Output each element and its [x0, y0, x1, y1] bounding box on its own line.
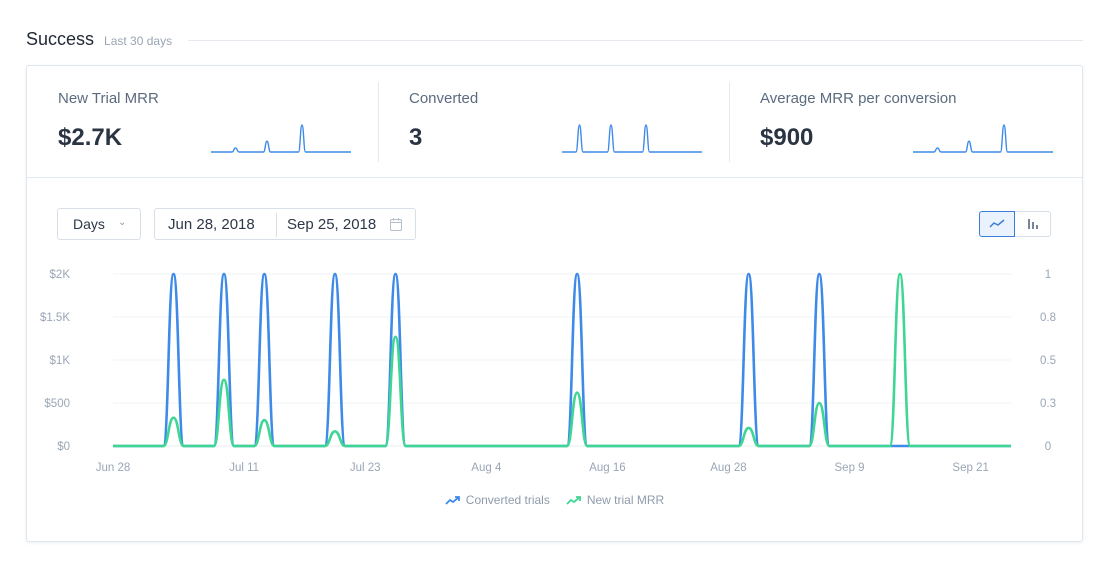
y-tick-left: $1K [50, 355, 71, 367]
point-converted-trials[interactable] [261, 271, 267, 277]
x-tick: Aug 4 [471, 462, 502, 474]
point-new-trial-mrr[interactable] [574, 390, 580, 396]
point-converted-trials[interactable] [574, 271, 580, 277]
chart-series [112, 271, 1011, 448]
x-axis: Jun 28 Jul 11 Jul 23 Aug 4 Aug 16 Aug 28 Sep 9… [96, 462, 989, 474]
section-subtitle: Last 30 days [104, 33, 173, 48]
y-tick-left: $0 [57, 441, 70, 453]
sparkline-path [211, 124, 351, 153]
success-card: New Trial MRR $2.7K Converted 3 Average … [26, 65, 1083, 542]
y-tick-left: $500 [44, 398, 70, 410]
granularity-value: Days [73, 216, 105, 232]
kpi-value: $2.7K [58, 124, 123, 151]
legend-label: Converted trials [465, 493, 550, 507]
kpi-divider [378, 82, 379, 162]
y-axis-left: $0 $500 $1K $1.5K $2K [40, 269, 70, 453]
y-axis-right: 0 0.3 0.5 0.8 1 [1040, 269, 1056, 453]
x-tick: Jul 11 [229, 462, 259, 474]
date-range-picker[interactable]: Jun 28, 2018 Sep 25, 2018 [154, 208, 416, 240]
point-converted-trials[interactable] [393, 271, 399, 277]
point-new-trial-mrr[interactable] [171, 415, 177, 421]
legend-label: New trial MRR [586, 493, 665, 507]
trend-up-icon [566, 496, 581, 505]
kpi-value: $900 [760, 124, 814, 151]
chevron-down-icon: ⌄ [118, 217, 127, 228]
y-tick-right: 1 [1045, 269, 1051, 281]
date-separator [276, 213, 277, 237]
line-chart-icon [989, 219, 1005, 228]
series-new-trial-mrr [112, 272, 1011, 448]
section-header: Success Last 30 days [26, 26, 1083, 52]
point-new-trial-mrr[interactable] [897, 271, 903, 277]
point-new-trial-mrr[interactable] [261, 417, 267, 423]
point-converted-trials[interactable] [816, 271, 822, 277]
sparkline-path [562, 124, 702, 153]
kpi-row: New Trial MRR $2.7K Converted 3 Average … [27, 66, 1082, 178]
x-tick: Jul 23 [350, 462, 381, 474]
legend-item-converted-trials[interactable]: Converted trials [445, 493, 550, 507]
chart-grid [113, 273, 1011, 447]
kpi-new-trial-mrr[interactable]: New Trial MRR $2.7K [27, 66, 377, 178]
kpi-sparkline [211, 124, 351, 153]
kpi-avg-mrr[interactable]: Average MRR per conversion $900 [729, 66, 1079, 178]
kpi-value: 3 [409, 124, 423, 151]
legend-item-new-trial-mrr[interactable]: New trial MRR [566, 493, 664, 507]
kpi-converted[interactable]: Converted 3 [378, 66, 728, 178]
bar-chart-button[interactable] [1015, 211, 1051, 237]
point-new-trial-mrr[interactable] [746, 425, 752, 431]
y-tick-left: $2K [50, 269, 71, 281]
point-converted-trials[interactable] [221, 271, 227, 277]
chart-legend: Converted trials New trial MRR [27, 493, 1082, 507]
x-tick: Jun 28 [96, 462, 131, 474]
x-tick: Sep 21 [952, 462, 988, 474]
point-converted-trials[interactable] [171, 271, 177, 277]
point-new-trial-mrr[interactable] [393, 334, 399, 340]
line-chart: $0 $500 $1K $1.5K $2K 0 0.3 0.5 0.8 1 Jun 28 Jul … [40, 269, 1056, 474]
sparkline-path [913, 124, 1053, 153]
point-new-trial-mrr[interactable] [332, 428, 338, 434]
kpi-sparkline [913, 124, 1053, 153]
x-tick: Aug 28 [710, 462, 746, 474]
kpi-label: New Trial MRR [58, 90, 159, 107]
x-tick: Aug 16 [589, 462, 625, 474]
section-title: Success [26, 28, 95, 49]
kpi-divider [729, 82, 730, 162]
granularity-select[interactable]: Days ⌄ [57, 208, 141, 240]
kpi-label: Converted [409, 90, 479, 107]
date-end[interactable]: Sep 25, 2018 [287, 216, 377, 233]
point-converted-trials[interactable] [332, 271, 338, 277]
y-tick-right: 0.8 [1040, 312, 1056, 324]
calendar-icon [390, 218, 402, 231]
point-new-trial-mrr[interactable] [221, 377, 227, 383]
date-start[interactable]: Jun 28, 2018 [168, 216, 255, 233]
kpi-label: Average MRR per conversion [760, 90, 957, 107]
y-tick-right: 0.5 [1040, 355, 1056, 367]
bar-chart-icon [1027, 219, 1038, 229]
y-tick-right: 0.3 [1040, 398, 1056, 410]
y-tick-left: $1.5K [40, 312, 70, 324]
x-tick: Sep 9 [835, 462, 865, 474]
line-chart-button[interactable] [979, 211, 1015, 237]
chart-view-toggle [979, 211, 1051, 237]
trend-up-icon [445, 496, 460, 505]
point-new-trial-mrr[interactable] [816, 400, 822, 406]
kpi-sparkline [562, 124, 702, 153]
section-divider [188, 39, 1083, 41]
y-tick-right: 0 [1045, 441, 1051, 453]
point-converted-trials[interactable] [746, 271, 752, 277]
